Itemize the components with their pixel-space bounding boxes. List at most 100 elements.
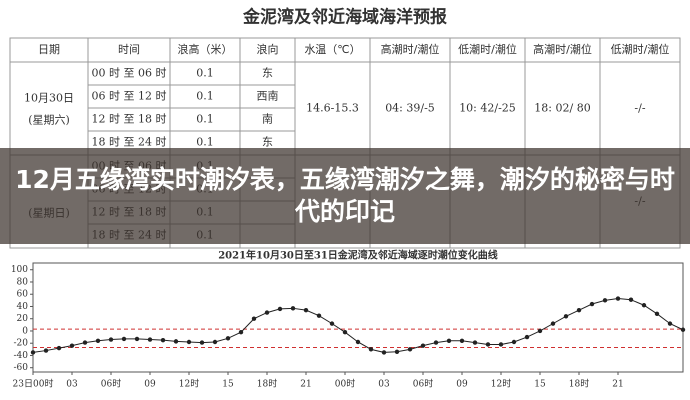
x-tick-label: 03 [378,380,390,390]
x-tick-label: 03 [66,380,78,390]
banner-text: 12月五缘湾实时潮汐表，五缘湾潮汐之舞，潮汐的秘密与时代的印记 [15,165,675,226]
tide-cell: -/- [634,102,645,115]
date-cell: (星期六) [28,114,70,127]
y-tick-label: -40 [14,351,29,361]
tide-cell: 18: 02/ 80 [534,102,590,115]
point [641,303,647,308]
point [56,345,62,351]
point [563,314,569,319]
point [446,338,452,343]
point [576,307,582,313]
x-tick-label: 21 [300,380,311,390]
point [277,306,283,312]
point [420,343,426,348]
point [485,342,491,347]
point [238,329,244,335]
time-cell: 12 时 至 18 时 [92,113,167,126]
banner: 12月五缘湾实时潮汐表，五缘湾潮汐之舞，潮汐的秘密与时代的印记 [0,148,690,244]
point [121,336,127,342]
direction-cell: 东 [262,67,273,80]
point [264,310,270,315]
header-cell: 高潮时/潮位 [533,42,592,56]
point [212,339,218,345]
header-cell: 水温（℃） [304,43,360,56]
point [160,337,166,343]
header-cell: 浪高（米） [178,42,233,56]
point [303,307,309,313]
point [498,342,504,347]
point [667,321,673,326]
tide-cell: 10: 42/-25 [459,102,516,115]
chart-title: 2021年10月30日至31日金泥湾及邻近海域逐时潮位变化曲线 [218,249,498,262]
point [355,339,361,345]
time-cell: 18 时 至 24 时 [92,136,167,149]
point [459,338,465,343]
point [524,334,530,340]
point [134,336,140,342]
point [173,339,179,344]
x-tick-label: 00时 [335,378,355,390]
point [251,316,257,321]
direction-cell: 东 [262,136,273,149]
x-tick-label: 06时 [101,378,121,390]
x-tick-label: 09 [456,380,468,390]
point [472,340,478,345]
wave-cell: 0.1 [196,67,214,80]
point [615,296,621,301]
plot-frame [32,262,684,373]
point [407,347,413,352]
point [537,328,543,334]
y-tick-label: -20 [14,339,29,349]
point [368,347,374,352]
header-cell: 高潮时/潮位 [381,42,440,56]
wave-cell: 0.1 [196,113,214,126]
point [43,348,49,353]
y-tick-label: -60 [14,363,29,373]
wave-cell: 0.1 [196,136,214,149]
table-title: 金泥湾及邻近海域海洋预报 [242,7,447,28]
point [147,337,153,342]
header-cell: 低潮时/潮位 [458,42,517,56]
header-cell: 日期 [38,43,60,56]
time-cell: 00 时 至 06 时 [92,67,167,80]
x-tick-label: 12时 [179,378,199,390]
direction-cell: 西南 [257,90,279,103]
time-cell: 06 时 至 12 时 [92,90,167,103]
point [199,340,205,345]
x-tick-label: 15 [534,380,546,390]
point [589,301,595,307]
tide-cell: 04: 39/-5 [385,102,435,115]
point [550,321,556,326]
x-tick-label: 15 [222,380,234,390]
tide-line [32,298,684,353]
x-tick-label: 21 [612,380,623,390]
y-tick-label: 20 [17,314,29,324]
header-cell: 浪向 [257,42,279,56]
point [329,321,335,326]
y-tick-label: 0 [22,326,28,336]
x-tick-label: 18时 [569,378,589,390]
x-tick-label: 09 [144,380,156,390]
point [95,338,101,343]
x-tick-label: 18时 [257,378,277,390]
header-cell: 低潮时/潮位 [611,42,670,56]
wave-cell: 0.1 [196,90,214,103]
direction-cell: 南 [262,113,273,126]
point [290,306,296,311]
y-tick-label: 80 [17,277,29,287]
temp-cell: 14.6-15.3 [306,102,359,115]
point [186,339,192,345]
date-cell: 10月30日 [24,92,74,105]
point [82,340,88,345]
x-tick-label: 23日00时 [13,378,54,390]
point [342,329,348,335]
y-tick-label: 60 [17,290,29,300]
y-tick-label: 40 [17,302,29,312]
point [680,327,686,332]
x-tick-label: 12时 [491,378,511,390]
point [108,337,114,342]
point [316,313,322,318]
point [433,340,439,345]
y-tick-label: 100 [11,265,28,275]
